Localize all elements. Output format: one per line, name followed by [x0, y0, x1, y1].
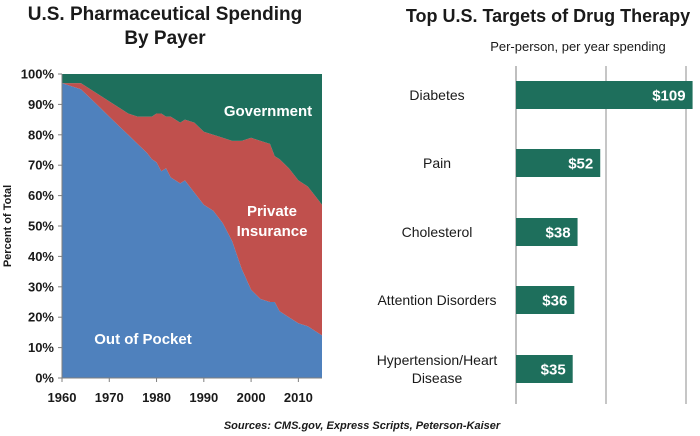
- bar-cholesterol: [516, 218, 578, 246]
- x-tick-label: 1960: [48, 390, 77, 405]
- y-tick-label: 100%: [21, 67, 55, 82]
- payer-area-chart: U.S. Pharmaceutical Spending By Payer Pe…: [2, 4, 322, 405]
- area-layer: [62, 74, 322, 378]
- y-tick-label: 70%: [28, 158, 54, 173]
- bar-value-label: $35: [541, 362, 566, 379]
- source-note: Sources: CMS.gov, Express Scripts, Peter…: [224, 420, 501, 432]
- y-tick-label: 80%: [28, 127, 54, 142]
- right-chart-subtitle: Per-person, per year spending: [490, 39, 666, 54]
- y-tick-label: 40%: [28, 249, 54, 264]
- bar-value-label: $52: [568, 156, 593, 173]
- area-label-government: Government: [224, 103, 312, 120]
- category-label: Disease: [412, 370, 463, 386]
- y-tick-label: 50%: [28, 219, 54, 234]
- area-label-private-insurance-line-2: Insurance: [237, 223, 308, 240]
- y-tick-label: 60%: [28, 188, 54, 203]
- y-axis-label: Percent of Total: [2, 185, 14, 267]
- category-label: Hypertension/Heart: [377, 352, 498, 368]
- category-label: Diabetes: [409, 87, 464, 103]
- y-tick-label: 90%: [28, 97, 54, 112]
- area-labels: Government Private Insurance Out of Pock…: [94, 103, 312, 348]
- left-axes: 0% 10% 20% 30% 40% 50% 60% 70% 80% 90% 100% 1960 197…: [21, 67, 322, 405]
- drug-target-bar-chart: Top U.S. Targets of Drug Therapy Per-per…: [377, 6, 693, 404]
- bar-pain: [516, 149, 601, 177]
- area-label-out-of-pocket: Out of Pocket: [94, 331, 192, 348]
- left-chart-title-line-1: U.S. Pharmaceutical Spending: [28, 4, 303, 25]
- x-tick-label: 1970: [95, 390, 124, 405]
- bar-diabetes: [516, 81, 693, 109]
- y-tick-label: 0%: [35, 371, 54, 386]
- x-tick-label: 1980: [142, 390, 171, 405]
- bar-value-label: $109: [652, 88, 685, 105]
- y-tick-label: 30%: [28, 279, 54, 294]
- y-tick-label: 20%: [28, 310, 54, 325]
- bar-attention-disorders: [516, 286, 575, 314]
- area-private-insurance: [62, 83, 322, 336]
- bar-layer: $109 Diabetes $52 Pain $38 Cholesterol $36 Atte…: [377, 66, 693, 404]
- bar-hypertension-heart-disease: [516, 355, 573, 383]
- bar-value-label: $36: [542, 293, 567, 310]
- category-label: Cholesterol: [402, 224, 473, 240]
- x-tick-label: 1990: [189, 390, 218, 405]
- x-tick-label: 2000: [237, 390, 266, 405]
- x-tick-label: 2010: [284, 390, 313, 405]
- area-out-of-pocket: [62, 83, 322, 378]
- category-label: Attention Disorders: [377, 292, 496, 308]
- right-chart-title: Top U.S. Targets of Drug Therapy: [406, 6, 690, 26]
- area-label-private-insurance-line-1: Private: [247, 203, 297, 220]
- y-tick-label: 10%: [28, 340, 54, 355]
- area-government: [62, 74, 322, 205]
- category-label: Pain: [423, 155, 451, 171]
- bar-value-label: $38: [546, 225, 571, 242]
- left-chart-title-line-2: By Payer: [124, 28, 206, 49]
